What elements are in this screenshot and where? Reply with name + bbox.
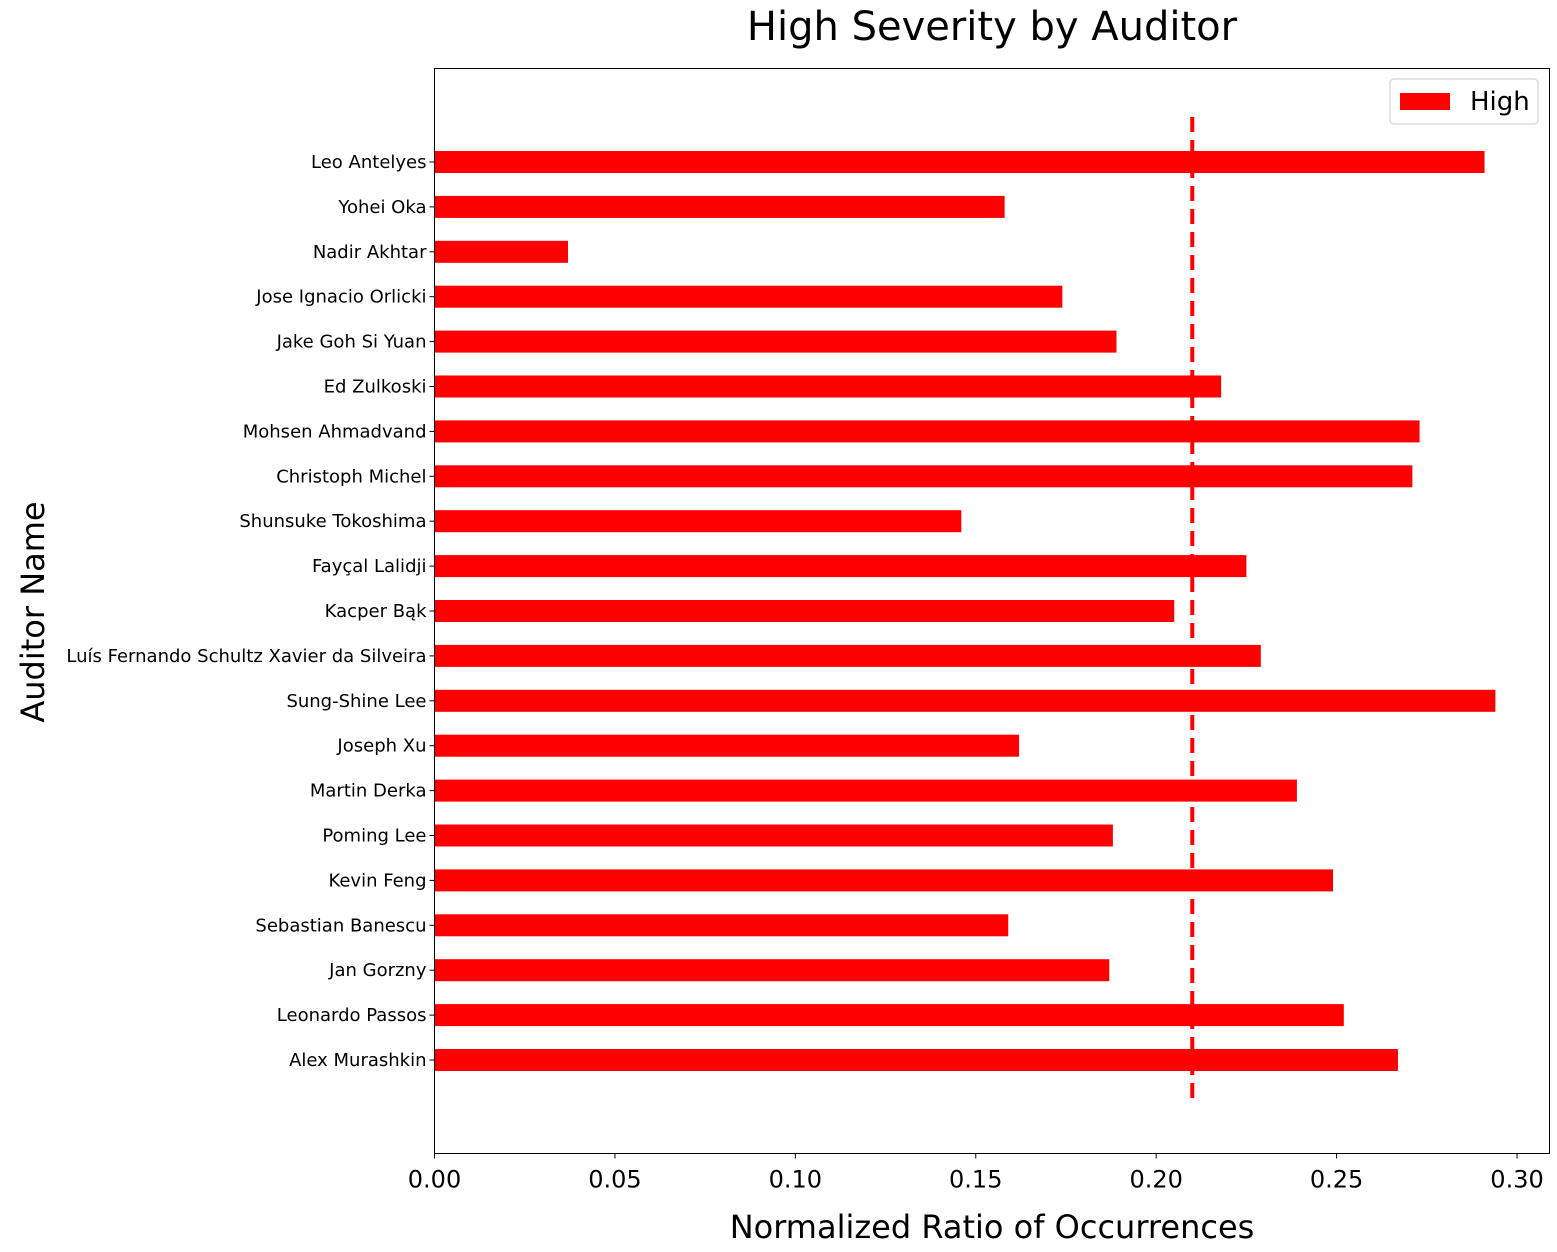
plot-frame <box>434 68 1550 1154</box>
bar <box>434 555 1247 578</box>
y-tick-label: Nadir Akhtar <box>313 242 427 263</box>
bar <box>434 734 1020 757</box>
y-tick-label: Kevin Feng <box>328 870 426 891</box>
bar <box>434 644 1261 667</box>
y-tick-label: Sebastian Banescu <box>255 915 426 936</box>
bar <box>434 1049 1398 1071</box>
bar <box>434 151 1485 173</box>
y-tick-label: Jan Gorzny <box>328 960 427 981</box>
legend-box <box>1389 78 1539 125</box>
y-tick-label: Alex Murashkin <box>289 1050 426 1071</box>
bar <box>434 465 1413 488</box>
y-tick-labels: Leo Antelyes Yohei Oka Nadir Akhtar Jose Ig… <box>66 152 435 1071</box>
bar <box>434 779 1297 802</box>
bars-group <box>434 151 1496 1071</box>
y-tick-label: Joseph Xu <box>336 736 426 757</box>
bar <box>434 869 1333 892</box>
bar <box>434 824 1113 847</box>
x-tick-label: 0.10 <box>769 1166 822 1194</box>
x-tick-label: 0.05 <box>588 1166 641 1194</box>
y-axis-label: Auditor Name <box>14 501 52 722</box>
y-tick-label: Poming Lee <box>322 826 426 847</box>
bar <box>434 600 1175 622</box>
x-tick-label: 0.00 <box>408 1166 461 1194</box>
y-tick-label: Leo Antelyes <box>311 152 426 173</box>
y-tick-label: Mohsen Ahmadvand <box>243 421 427 442</box>
x-tick-labels: 0.00 0.05 0.10 0.15 0.20 0.25 0.30 <box>408 1153 1544 1194</box>
y-tick-label: Sung-Shine Lee <box>286 691 426 712</box>
x-tick-label: 0.30 <box>1490 1166 1543 1194</box>
y-tick-label: Leonardo Passos <box>277 1005 427 1026</box>
y-tick-label: Shunsuke Tokoshima <box>239 511 426 532</box>
y-tick-label: Martin Derka <box>310 781 427 802</box>
legend: High <box>1389 78 1539 125</box>
y-tick-label: Luís Fernando Schultz Xavier da Silveira <box>66 646 426 667</box>
bar <box>434 1004 1344 1027</box>
bar <box>434 420 1420 443</box>
chart-title: High Severity by Auditor <box>747 4 1238 50</box>
bar <box>434 285 1063 308</box>
x-tick-label: 0.25 <box>1310 1166 1363 1194</box>
y-tick-label: Fayçal Lalidji <box>312 556 427 577</box>
legend-label-high: High <box>1470 87 1530 117</box>
bar <box>434 959 1110 982</box>
y-tick-label: Jose Ignacio Orlicki <box>255 287 426 308</box>
y-tick-label: Ed Zulkoski <box>324 377 427 398</box>
y-tick-label: Kacper Bąk <box>325 601 427 622</box>
y-tick-label: Christoph Michel <box>276 466 426 487</box>
bar <box>434 195 1005 218</box>
x-tick-label: 0.15 <box>949 1166 1002 1194</box>
bar <box>434 510 962 533</box>
y-tick-label: Yohei Oka <box>337 197 426 218</box>
x-axis-label: Normalized Ratio of Occurrences <box>730 1208 1255 1246</box>
y-tick-label: Jake Goh Si Yuan <box>276 332 427 353</box>
bar <box>434 914 1009 937</box>
legend-swatch-high <box>1400 93 1450 110</box>
bar <box>434 240 569 263</box>
bar <box>434 689 1496 712</box>
bar <box>434 330 1117 353</box>
x-tick-label: 0.20 <box>1129 1166 1182 1194</box>
bar <box>434 375 1222 398</box>
